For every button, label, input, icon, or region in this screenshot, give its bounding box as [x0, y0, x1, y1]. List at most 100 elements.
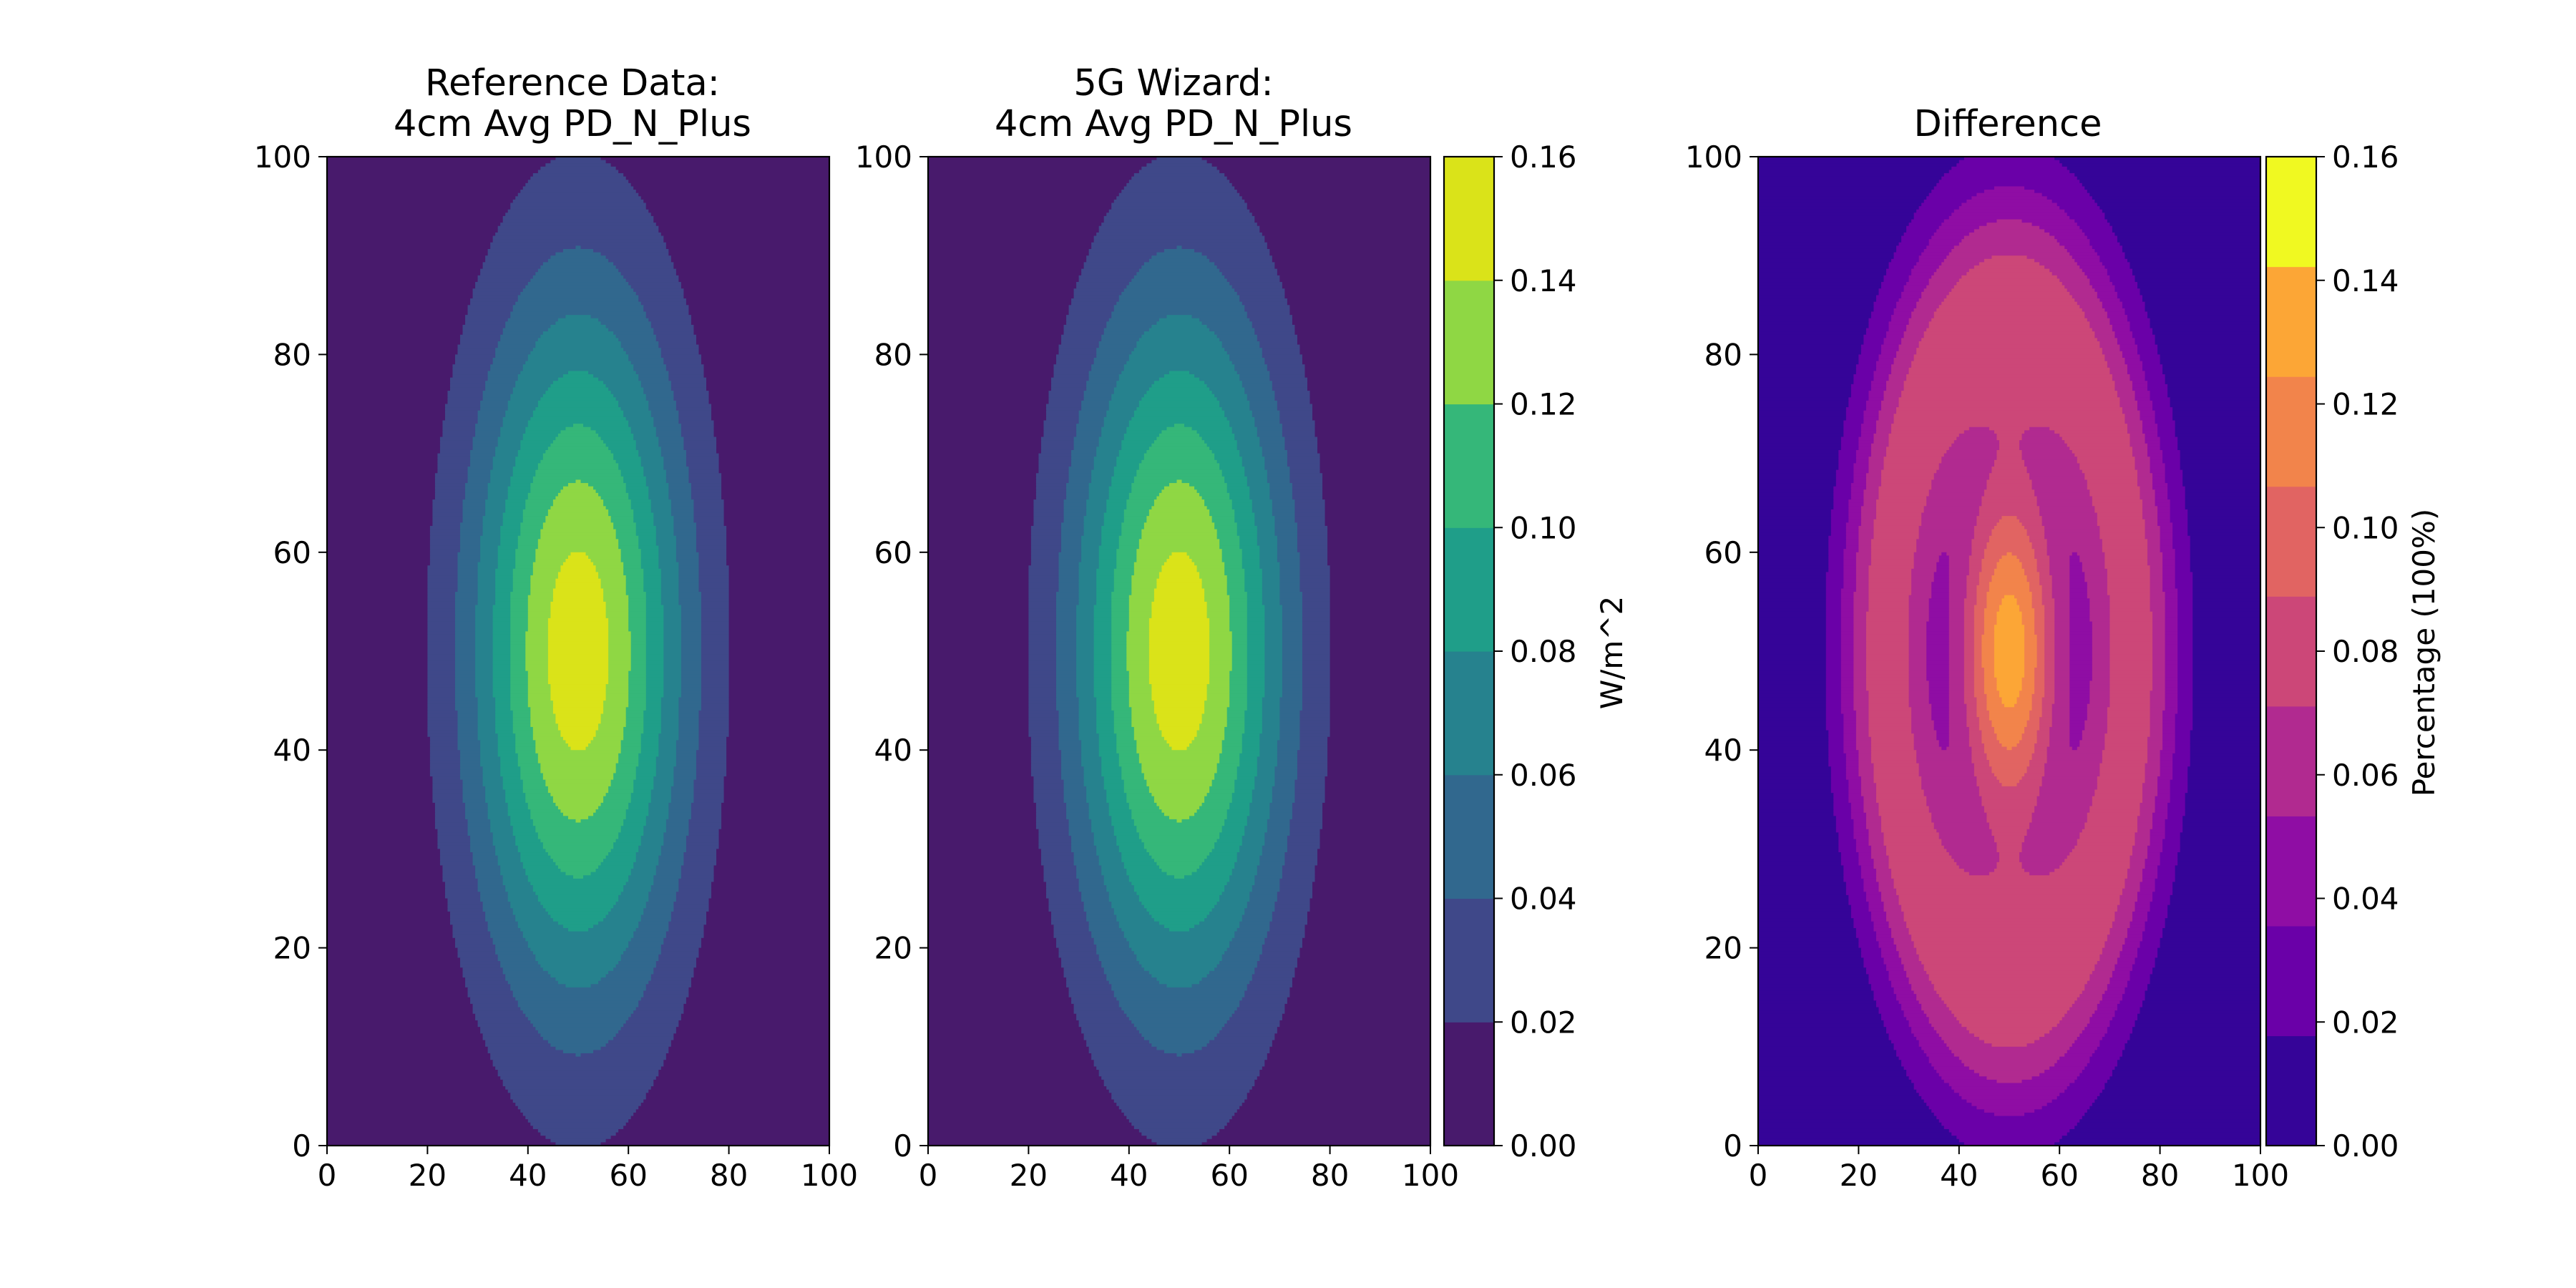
contour-cell	[1033, 799, 1065, 804]
contour-cell	[495, 710, 514, 715]
contour-cell	[547, 1040, 609, 1044]
contour-cell	[1133, 730, 1163, 734]
contour-cell	[696, 522, 725, 527]
contour-cell	[1277, 400, 1311, 405]
contour-cell	[522, 783, 546, 787]
contour-cell	[638, 298, 687, 303]
contour-cell	[1078, 588, 1097, 592]
contour-cell	[670, 258, 830, 263]
contour-cell	[718, 842, 830, 847]
contour-cell	[477, 575, 496, 580]
contour-cell	[1214, 453, 1240, 457]
contour-cell	[490, 819, 511, 824]
contour-cell	[928, 575, 1029, 580]
contour-cell	[490, 935, 524, 939]
contour-cell	[427, 710, 459, 715]
contour-cell	[527, 611, 551, 615]
contour-cell	[1063, 796, 1087, 800]
contour-cell	[686, 463, 720, 467]
contour-cell	[635, 522, 654, 527]
contour-cell	[327, 170, 539, 174]
contour-cell	[427, 585, 459, 590]
contour-cell	[608, 654, 632, 658]
contour-cell	[1322, 826, 1431, 830]
contour-cell	[532, 733, 562, 738]
contour-cell	[1086, 502, 1107, 507]
contour-cell	[678, 726, 700, 731]
contour-cell	[658, 555, 677, 560]
contour-cell	[1264, 670, 1283, 675]
contour-cell	[628, 691, 647, 695]
contour-cell	[688, 305, 830, 309]
contour-cell	[1196, 430, 1233, 434]
contour-cell	[327, 668, 428, 672]
contour-cell	[1302, 691, 1331, 695]
contour-cell	[1236, 443, 1260, 447]
x-tick-label: 100	[801, 1158, 858, 1193]
contour-cell	[608, 970, 654, 975]
contour-cell	[668, 371, 705, 375]
contour-cell	[1138, 753, 1220, 758]
contour-cell	[1056, 703, 1080, 708]
contour-cell	[1073, 288, 1125, 293]
contour-cell	[1033, 522, 1062, 527]
contour-cell	[1264, 644, 1283, 648]
contour-cell	[1068, 311, 1112, 316]
contour-cell	[716, 859, 830, 863]
contour-cell	[1091, 829, 1115, 833]
contour-cell	[477, 562, 499, 566]
contour-cell	[728, 720, 830, 724]
contour-cell	[928, 707, 1029, 711]
contour-cell	[683, 440, 717, 444]
contour-cell	[928, 572, 1029, 576]
contour-cell	[728, 703, 830, 708]
contour-cell	[678, 420, 715, 424]
contour-cell	[1056, 697, 1080, 701]
contour-cell	[1063, 512, 1087, 517]
contour-cell	[327, 295, 474, 299]
contour-cell	[512, 726, 534, 731]
contour-cell	[527, 684, 551, 688]
contour-cell	[512, 717, 531, 721]
contour-cell	[327, 954, 459, 959]
contour-cell	[645, 701, 662, 705]
contour-cell	[572, 875, 584, 879]
contour-cell	[1294, 799, 1326, 804]
contour-cell	[1236, 852, 1263, 857]
contour-cell	[590, 984, 647, 988]
contour-cell	[663, 835, 687, 840]
contour-cell	[1279, 730, 1301, 734]
contour-cell	[928, 644, 1029, 648]
contour-cell	[728, 707, 830, 711]
contour-cell	[1244, 572, 1263, 576]
contour-cell	[437, 463, 471, 467]
contour-cell	[643, 473, 667, 477]
contour-cell	[598, 921, 639, 925]
contour-cell	[1246, 680, 1265, 685]
contour-cell	[327, 832, 439, 836]
contour-cell	[327, 872, 444, 876]
contour-cell	[457, 582, 479, 586]
contour-cell	[1259, 750, 1278, 754]
contour-cell	[1113, 575, 1132, 580]
contour-cell	[693, 799, 725, 804]
contour-cell	[1267, 826, 1291, 830]
contour-cell	[510, 691, 529, 695]
contour-cell	[708, 394, 830, 398]
contour-cell	[432, 499, 464, 504]
contour-cell	[605, 1043, 672, 1048]
contour-cell	[1056, 634, 1077, 639]
contour-cell	[495, 707, 511, 711]
contour-cell	[327, 209, 509, 213]
contour-cell	[1246, 660, 1265, 665]
contour-cell	[1106, 321, 1158, 326]
contour-cell	[477, 701, 496, 705]
contour-cell	[655, 763, 677, 767]
contour-cell	[1086, 789, 1107, 794]
contour-cell	[510, 394, 544, 398]
contour-cell	[1096, 453, 1120, 457]
contour-cell	[1050, 387, 1087, 391]
contour-cell	[615, 265, 674, 270]
contour-cell	[608, 621, 629, 625]
contour-cell	[545, 779, 612, 784]
